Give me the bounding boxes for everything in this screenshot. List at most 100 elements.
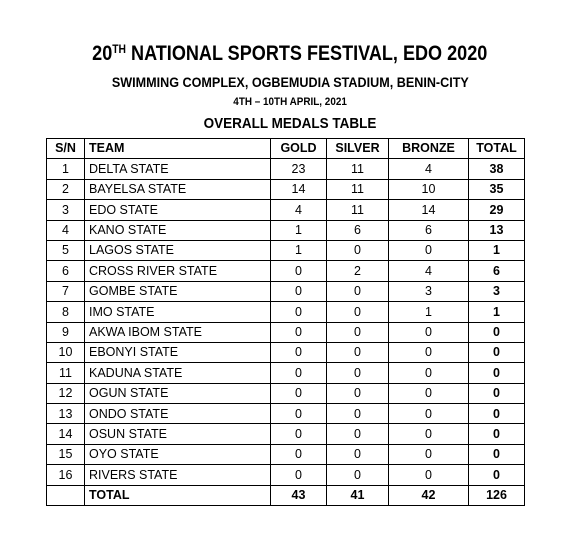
column-header: TOTAL <box>468 137 525 160</box>
number-cell: 0 <box>468 321 525 343</box>
table-row: 6 CROSS RIVER STATE 0 2 4 6 <box>46 260 525 282</box>
number-cell: 8 <box>46 301 85 323</box>
team-cell: BAYELSA STATE <box>84 178 271 201</box>
number-cell: 0 <box>388 403 469 425</box>
team-cell: KANO STATE <box>84 219 271 241</box>
number-cell: 1 <box>270 239 327 262</box>
number-cell: 1 <box>468 239 525 262</box>
number-cell: 3 <box>468 280 525 303</box>
number-cell: 0 <box>326 423 389 445</box>
number-cell: 0 <box>270 423 327 445</box>
number-cell: 0 <box>468 443 525 466</box>
team-cell: RIVERS STATE <box>84 464 271 486</box>
number-cell: 10 <box>46 341 85 364</box>
number-cell: 0 <box>388 464 469 486</box>
total-label: TOTAL <box>84 484 271 507</box>
number-cell: 0 <box>388 382 469 405</box>
dates-text: 4TH – 10TH APRIL, 2021 <box>233 96 347 108</box>
team-cell: OYO STATE <box>84 443 271 466</box>
team-cell: KADUNA STATE <box>84 362 271 384</box>
team-cell: CROSS RIVER STATE <box>84 260 271 282</box>
number-cell: 0 <box>270 362 327 384</box>
number-cell: 14 <box>270 178 327 201</box>
number-cell: 0 <box>388 443 469 466</box>
number-cell: 23 <box>270 158 327 180</box>
number-cell: 16 <box>46 464 85 486</box>
number-cell: 0 <box>388 321 469 343</box>
number-cell: 2 <box>326 260 389 282</box>
team-cell: OSUN STATE <box>84 423 271 445</box>
number-cell: 1 <box>46 158 85 180</box>
total-cell: 42 <box>388 484 469 507</box>
column-header: BRONZE <box>388 137 469 160</box>
number-cell: 0 <box>326 341 389 364</box>
number-cell: 0 <box>326 239 389 262</box>
number-cell: 0 <box>388 341 469 364</box>
total-cell: 41 <box>326 484 389 507</box>
number-cell: 0 <box>270 464 327 486</box>
column-header: TEAM <box>84 137 271 160</box>
team-cell: OGUN STATE <box>84 382 271 405</box>
number-cell: 0 <box>326 443 389 466</box>
table-row: 5 LAGOS STATE 1 0 0 1 <box>46 239 525 262</box>
number-cell: 0 <box>326 280 389 303</box>
team-cell: DELTA STATE <box>84 158 271 180</box>
total-row: TOTAL 43 41 42 126 <box>46 484 525 507</box>
number-cell: 7 <box>46 280 85 303</box>
table-row: 12 OGUN STATE 0 0 0 0 <box>46 382 525 405</box>
number-cell: 11 <box>326 158 389 180</box>
number-cell: 0 <box>468 423 525 445</box>
number-cell: 1 <box>388 301 469 323</box>
table-row: 7 GOMBE STATE 0 0 3 3 <box>46 280 525 303</box>
number-cell: 0 <box>388 362 469 384</box>
number-cell: 11 <box>326 199 389 221</box>
number-cell: 0 <box>326 321 389 343</box>
number-cell: 0 <box>270 443 327 466</box>
number-cell: 0 <box>270 321 327 343</box>
column-header: S/N <box>46 137 85 160</box>
number-cell: 0 <box>270 280 327 303</box>
number-cell: 0 <box>326 301 389 323</box>
number-cell: 2 <box>46 178 85 201</box>
number-cell: 15 <box>46 443 85 466</box>
table-body: 1 DELTA STATE 23 11 4 38 2 BAYELSA STATE 14 11 10 3… <box>46 158 525 507</box>
number-cell: 10 <box>388 178 469 201</box>
number-cell: 6 <box>46 260 85 282</box>
number-cell: 3 <box>388 280 469 303</box>
subtitle-text: SWIMMING COMPLEX, OGBEMUDIA STADIUM, BEN… <box>111 74 469 90</box>
title-text: NATIONAL SPORTS FESTIVAL, EDO 2020 <box>131 42 488 65</box>
number-cell: 0 <box>326 403 389 425</box>
number-cell: 0 <box>468 403 525 425</box>
column-header: SILVER <box>326 137 389 160</box>
table-row: 2 BAYELSA STATE 14 11 10 35 <box>46 178 525 201</box>
table-title: OVERALL MEDALS TABLE <box>0 115 580 132</box>
team-cell: GOMBE STATE <box>84 280 271 303</box>
number-cell: 14 <box>46 423 85 445</box>
number-cell: 0 <box>326 362 389 384</box>
table-row: 16 RIVERS STATE 0 0 0 0 <box>46 464 525 486</box>
table-row: 3 EDO STATE 4 11 14 29 <box>46 199 525 221</box>
medals-table: S/N TEAM GOLD SILVER BRONZE TOTAL 1 DELTA STAT… <box>46 137 525 507</box>
team-cell: EBONYI STATE <box>84 341 271 364</box>
table-row: 9 AKWA IBOM STATE 0 0 0 0 <box>46 321 525 343</box>
number-cell: 4 <box>270 199 327 221</box>
number-cell: 6 <box>468 260 525 282</box>
header-row: S/N TEAM GOLD SILVER BRONZE TOTAL <box>46 137 525 160</box>
table-row: 13 ONDO STATE 0 0 0 0 <box>46 403 525 425</box>
number-cell: 0 <box>270 341 327 364</box>
title-suffix: TH <box>112 42 127 56</box>
number-cell: 12 <box>46 382 85 405</box>
table-row: 8 IMO STATE 0 0 1 1 <box>46 301 525 323</box>
number-cell: 9 <box>46 321 85 343</box>
number-cell: 1 <box>270 219 327 241</box>
number-cell: 5 <box>46 239 85 262</box>
column-header: GOLD <box>270 137 327 160</box>
total-cell: 43 <box>270 484 327 507</box>
number-cell: 6 <box>326 219 389 241</box>
empty-cell <box>46 484 85 507</box>
number-cell: 0 <box>326 464 389 486</box>
number-cell: 11 <box>326 178 389 201</box>
table-title-text: OVERALL MEDALS TABLE <box>203 115 377 132</box>
title-number: 20 <box>92 42 113 65</box>
